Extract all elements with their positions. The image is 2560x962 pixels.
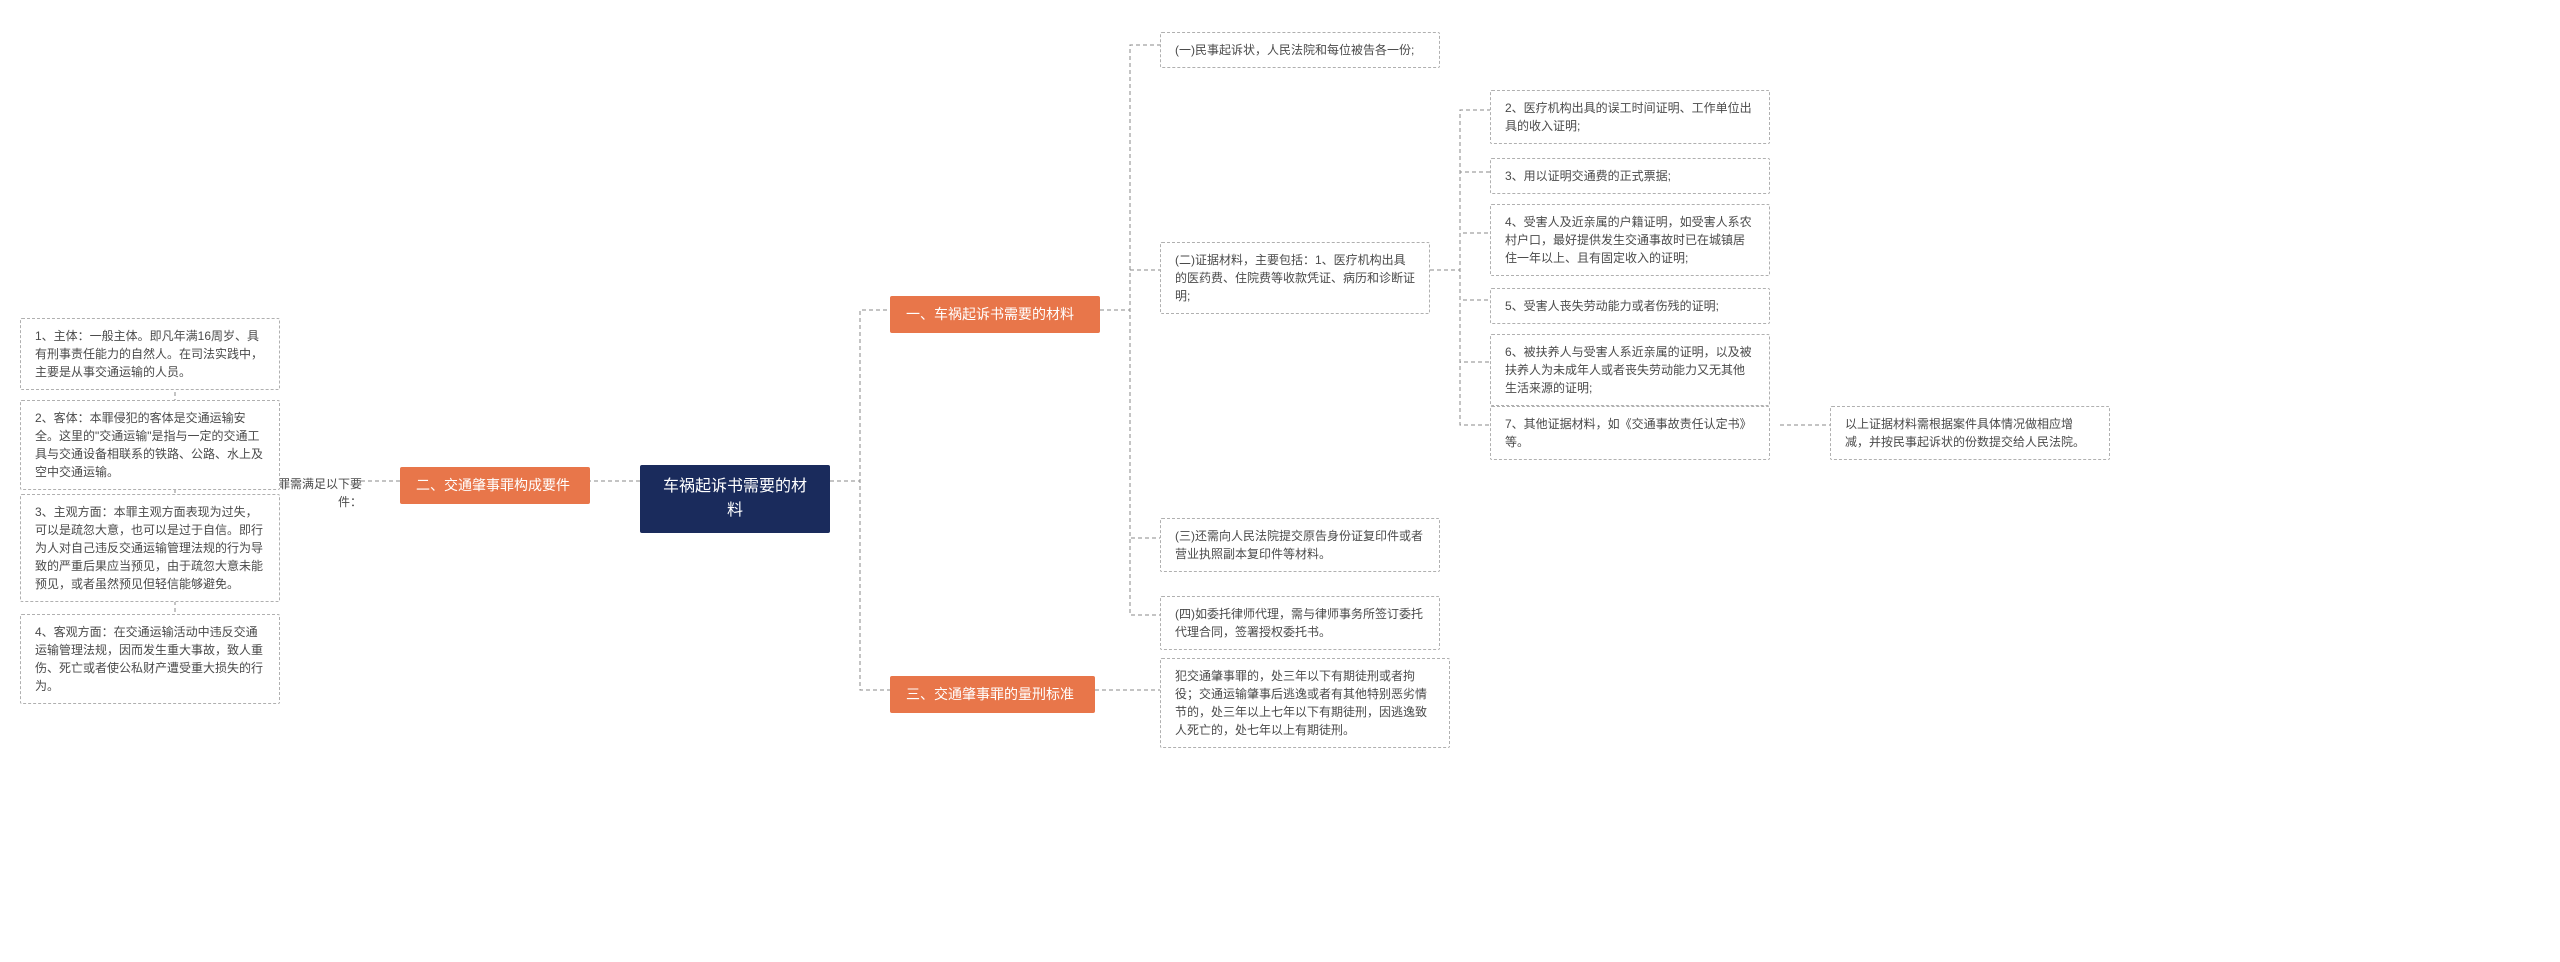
leaf-evidence-sub-6: 6、被扶养人与受害人系近亲属的证明，以及被扶养人为未成年人或者丧失劳动能力又无其… bbox=[1490, 334, 1770, 406]
leaf-evidence-sub-5: 5、受害人丧失劳动能力或者伤残的证明; bbox=[1490, 288, 1770, 324]
root-node[interactable]: 车祸起诉书需要的材料 bbox=[640, 465, 830, 533]
leaf-evidence-sub-2: 2、医疗机构出具的误工时间证明、工作单位出具的收入证明; bbox=[1490, 90, 1770, 144]
leaf-objective: 4、客观方面：在交通运输活动中违反交通运输管理法规，因而发生重大事故，致人重伤、… bbox=[20, 614, 280, 704]
leaf-sentencing-detail: 犯交通肇事罪的，处三年以下有期徒刑或者拘役；交通运输肇事后逃逸或者有其他特别恶劣… bbox=[1160, 658, 1450, 748]
leaf-subject: 1、主体：一般主体。即凡年满16周岁、具有刑事责任能力的自然人。在司法实践中，主… bbox=[20, 318, 280, 390]
branch-sentencing[interactable]: 三、交通肇事罪的量刑标准 bbox=[890, 676, 1095, 713]
connector-lines bbox=[0, 0, 2560, 962]
leaf-evidence-sub-3: 3、用以证明交通费的正式票据; bbox=[1490, 158, 1770, 194]
leaf-evidence: (二)证据材料，主要包括：1、医疗机构出具的医药费、住院费等收款凭证、病历和诊断… bbox=[1160, 242, 1430, 314]
branch-elements[interactable]: 二、交通肇事罪构成要件 bbox=[400, 467, 590, 504]
leaf-evidence-tail: 以上证据材料需根据案件具体情况做相应增减，并按民事起诉状的份数提交给人民法院。 bbox=[1830, 406, 2110, 460]
leaf-subjective: 3、主观方面：本罪主观方面表现为过失，可以是疏忽大意，也可以是过于自信。即行为人… bbox=[20, 494, 280, 602]
leaf-evidence-sub-4: 4、受害人及近亲属的户籍证明，如受害人系农村户口，最好提供发生交通事故时已在城镇… bbox=[1490, 204, 1770, 276]
leaf-evidence-sub-7: 7、其他证据材料，如《交通事故责任认定书》等。 bbox=[1490, 406, 1770, 460]
leaf-complaint: (一)民事起诉状，人民法院和每位被告各一份; bbox=[1160, 32, 1440, 68]
branch-materials[interactable]: 一、车祸起诉书需要的材料 bbox=[890, 296, 1100, 333]
leaf-object: 2、客体：本罪侵犯的客体是交通运输安全。这里的"交通运输"是指与一定的交通工具与… bbox=[20, 400, 280, 490]
leaf-lawyer: (四)如委托律师代理，需与律师事务所签订委托代理合同，签署授权委托书。 bbox=[1160, 596, 1440, 650]
leaf-id-copy: (三)还需向人民法院提交原告身份证复印件或者营业执照副本复印件等材料。 bbox=[1160, 518, 1440, 572]
